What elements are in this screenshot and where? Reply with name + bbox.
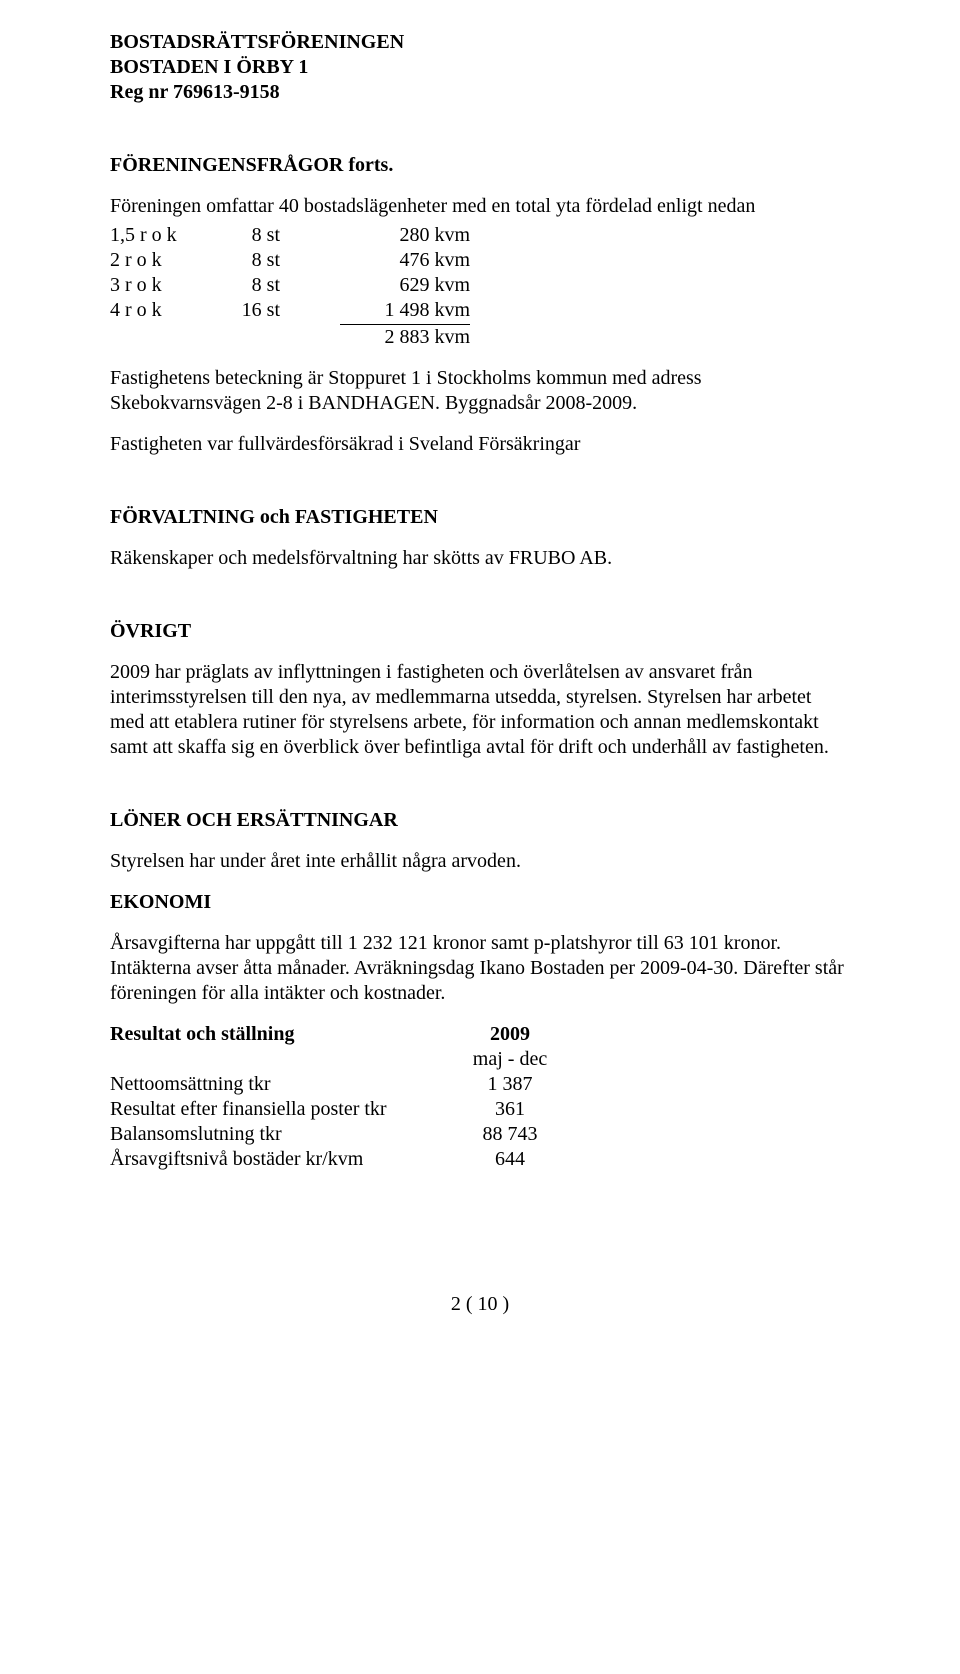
org-name-line-1: BOSTADSRÄTTSFÖRENINGEN	[110, 30, 850, 55]
allocation-total: 2 883 kvm	[340, 325, 470, 350]
results-value: 644	[450, 1147, 570, 1172]
allocation-rooms: 1,5 r o k	[110, 223, 190, 248]
allocation-table: 1,5 r o k 8 st 280 kvm 2 r o k 8 st 476 …	[110, 223, 470, 350]
section-title-loner: LÖNER OCH ERSÄTTNINGAR	[110, 808, 850, 833]
allocation-total-row: 2 883 kvm	[110, 325, 470, 350]
results-label: Årsavgiftsnivå bostäder kr/kvm	[110, 1147, 450, 1172]
loner-text: Styrelsen har under året inte erhållit n…	[110, 849, 850, 874]
allocation-area: 629 kvm	[340, 273, 470, 298]
results-value: 1 387	[450, 1072, 570, 1097]
results-title: Resultat och ställning	[110, 1022, 450, 1047]
results-row: Balansomslutning tkr 88 743	[110, 1122, 570, 1147]
org-name-line-2: BOSTADEN I ÖRBY 1	[110, 55, 850, 80]
section-title-foreningensfragor: FÖRENINGENSFRÅGOR forts.	[110, 153, 850, 178]
allocation-row: 4 r o k 16 st 1 498 kvm	[110, 298, 470, 325]
results-row: Resultat efter finansiella poster tkr 36…	[110, 1097, 570, 1122]
results-row: Nettoomsättning tkr 1 387	[110, 1072, 570, 1097]
property-description: Fastighetens beteckning är Stoppuret 1 i…	[110, 366, 850, 416]
results-value: 361	[450, 1097, 570, 1122]
allocation-row: 3 r o k 8 st 629 kvm	[110, 273, 470, 298]
allocation-count: 8 st	[190, 273, 340, 298]
section-title-ekonomi: EKONOMI	[110, 890, 850, 915]
allocation-row: 2 r o k 8 st 476 kvm	[110, 248, 470, 273]
section-title-forvaltning: FÖRVALTNING och FASTIGHETEN	[110, 505, 850, 530]
results-header-row: Resultat och ställning 2009	[110, 1022, 570, 1047]
results-row: Årsavgiftsnivå bostäder kr/kvm 644	[110, 1147, 570, 1172]
allocation-rooms: 3 r o k	[110, 273, 190, 298]
results-year: 2009	[450, 1022, 570, 1047]
forvaltning-text: Räkenskaper och medelsförvaltning har sk…	[110, 546, 850, 571]
allocation-area: 476 kvm	[340, 248, 470, 273]
allocation-area: 280 kvm	[340, 223, 470, 248]
allocation-rooms: 4 r o k	[110, 298, 190, 325]
ekonomi-text: Årsavgifterna har uppgått till 1 232 121…	[110, 931, 850, 1006]
results-period-row: maj - dec	[110, 1047, 570, 1072]
page-number: 2 ( 10 )	[110, 1292, 850, 1317]
allocation-rooms: 2 r o k	[110, 248, 190, 273]
insurance-info: Fastigheten var fullvärdesförsäkrad i Sv…	[110, 432, 850, 457]
allocation-count: 8 st	[190, 223, 340, 248]
ovrigt-text: 2009 har präglats av inflyttningen i fas…	[110, 660, 850, 760]
results-label: Nettoomsättning tkr	[110, 1072, 450, 1097]
results-label: Resultat efter finansiella poster tkr	[110, 1097, 450, 1122]
results-value: 88 743	[450, 1122, 570, 1147]
allocation-row: 1,5 r o k 8 st 280 kvm	[110, 223, 470, 248]
results-table: Resultat och ställning 2009 maj - dec Ne…	[110, 1022, 570, 1172]
results-label: Balansomslutning tkr	[110, 1122, 450, 1147]
reg-number: Reg nr 769613-9158	[110, 80, 850, 105]
allocation-intro: Föreningen omfattar 40 bostadslägenheter…	[110, 194, 850, 219]
allocation-count: 16 st	[190, 298, 340, 325]
allocation-count: 8 st	[190, 248, 340, 273]
results-period: maj - dec	[450, 1047, 570, 1072]
section-title-ovrigt: ÖVRIGT	[110, 619, 850, 644]
allocation-area: 1 498 kvm	[340, 298, 470, 325]
